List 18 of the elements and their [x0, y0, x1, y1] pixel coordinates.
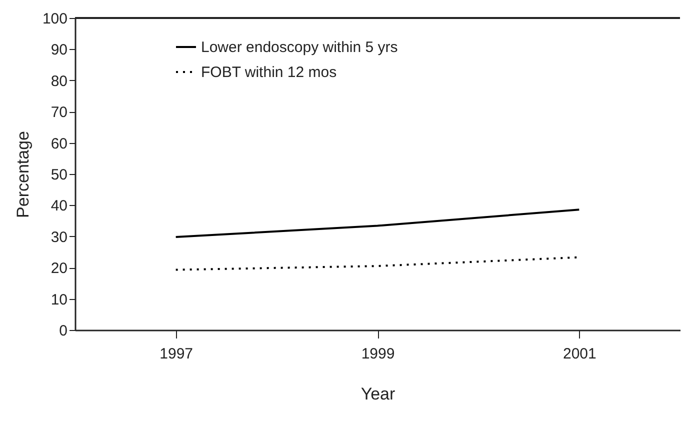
x-axis-title: Year — [360, 384, 396, 404]
y-tick-label: 0 — [59, 322, 68, 340]
y-tick-label: 10 — [50, 291, 68, 308]
y-tick-label: 50 — [50, 166, 68, 184]
y-axis-title: Percentage — [13, 131, 32, 218]
legend-label: Lower endoscopy within 5 yrs — [201, 39, 398, 56]
x-tick-label: 1999 — [361, 346, 395, 362]
legend-label: FOBT within 12 mos — [201, 64, 337, 81]
y-tick-label: 20 — [50, 260, 68, 278]
x-tick-label: 2001 — [562, 346, 596, 362]
y-tick-label: 60 — [50, 135, 68, 152]
y-tick-label: 40 — [50, 198, 68, 215]
y-tick-label: 70 — [50, 104, 68, 122]
y-tick-label: 100 — [42, 10, 68, 28]
y-tick-label: 30 — [50, 228, 68, 246]
y-tick-label: 90 — [50, 42, 68, 59]
y-tick-label: 80 — [50, 72, 68, 90]
x-tick-label: 1997 — [160, 346, 194, 362]
